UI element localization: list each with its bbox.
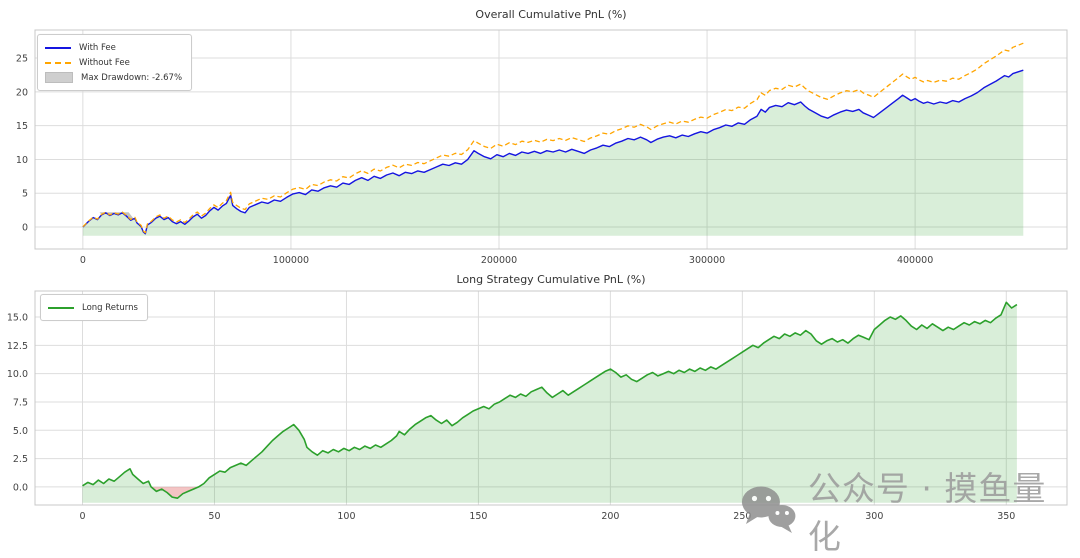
y-tick-label: 25 — [16, 54, 28, 65]
y-tick-label: 0.0 — [13, 482, 28, 493]
watermark: 公众号 · 摸鱼量化 — [740, 462, 1080, 558]
legend-label: With Fee — [79, 42, 116, 53]
y-tick-label: 7.5 — [13, 397, 28, 408]
figure: 0 100000 200000 300000 400000 0 5 10 15 20 25 0 50 10… — [6, 8, 1068, 556]
x-tick-label: 200 — [601, 511, 619, 522]
x-tick-label: 0 — [79, 511, 85, 522]
bottom-chart-title: Long Strategy Cumulative PnL (%) — [456, 273, 646, 286]
x-tick-label: 300000 — [689, 255, 725, 266]
top-chart-legend: With Fee Without Fee Max Drawdown: -2.67… — [37, 34, 193, 91]
plot-border — [34, 290, 1068, 506]
legend-label: Without Fee — [79, 57, 130, 68]
x-tick-label: 250 — [733, 511, 751, 522]
y-tick-label: 2.5 — [13, 454, 28, 465]
x-tick-label: 100000 — [273, 255, 309, 266]
y-tick-label: 10 — [16, 155, 28, 166]
top-chart-title: Overall Cumulative PnL (%) — [475, 8, 627, 21]
legend-entry-with-fee: With Fee — [45, 40, 182, 55]
x-tick-label: 350 — [997, 511, 1015, 522]
bottom-chart-legend: Long Returns — [40, 294, 148, 321]
y-tick-label: 5 — [22, 189, 28, 200]
legend-entry-long-returns: Long Returns — [48, 300, 138, 315]
legend-label: Long Returns — [82, 302, 138, 313]
negative-returns-fill — [148, 486, 199, 499]
area-fill — [82, 302, 1017, 503]
x-tick-label: 0 — [80, 255, 86, 266]
y-tick-label: 20 — [16, 87, 28, 98]
plot-border — [34, 29, 1068, 250]
x-tick-label: 400000 — [897, 255, 933, 266]
area-fill — [82, 70, 1024, 236]
y-tick-label: 15.0 — [7, 313, 28, 324]
x-tick-label: 150 — [469, 511, 487, 522]
x-tick-label: 100 — [337, 511, 355, 522]
y-tick-label: 10.0 — [7, 369, 28, 380]
y-tick-label: 12.5 — [7, 341, 28, 352]
with-fee-line-sample — [45, 46, 71, 49]
long-returns-line-sample — [48, 306, 74, 309]
x-tick-label: 50 — [208, 511, 220, 522]
series-line-without-fee — [82, 42, 1024, 234]
wechat-icon — [741, 486, 796, 533]
y-tick-label: 15 — [16, 121, 28, 132]
x-tick-label: 200000 — [481, 255, 517, 266]
y-tick-label: 0 — [22, 223, 28, 234]
y-tick-label: 5.0 — [13, 426, 28, 437]
series-line-long-returns — [82, 301, 1018, 500]
series-line-with-fee — [82, 69, 1024, 235]
legend-entry-without-fee: Without Fee — [45, 55, 182, 70]
max-drawdown-patch-sample — [45, 72, 73, 83]
without-fee-line-sample — [45, 61, 71, 64]
legend-entry-max-drawdown: Max Drawdown: -2.67% — [45, 70, 182, 85]
x-tick-label: 300 — [865, 511, 883, 522]
legend-label: Max Drawdown: -2.67% — [81, 72, 183, 83]
watermark-text: 公众号 · 摸鱼量化 — [807, 469, 1047, 556]
